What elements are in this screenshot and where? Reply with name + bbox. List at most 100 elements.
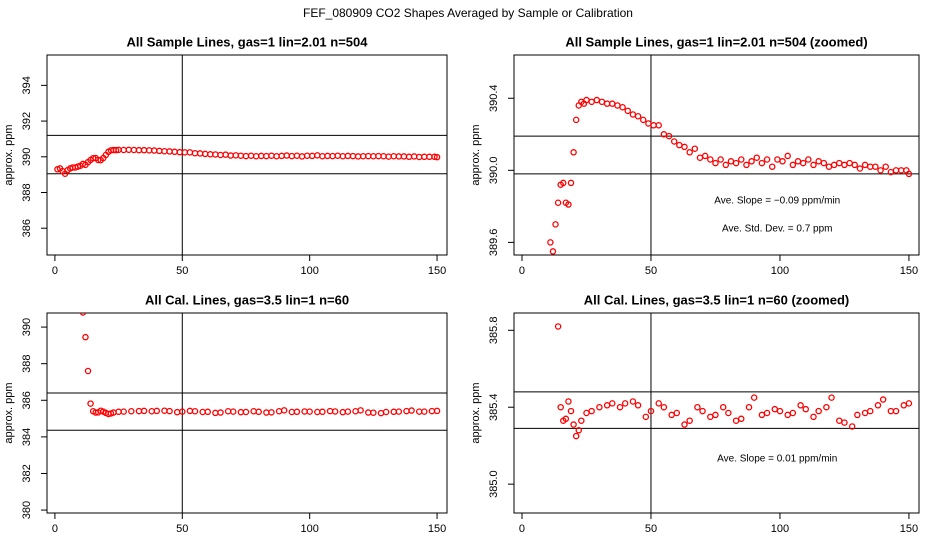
data-point bbox=[84, 367, 92, 375]
x-tick-label: 0 bbox=[519, 523, 525, 535]
data-point bbox=[789, 161, 797, 169]
data-point bbox=[588, 98, 595, 106]
data-point bbox=[848, 423, 856, 430]
data-point bbox=[319, 408, 326, 416]
x-tick-label: 100 bbox=[300, 523, 318, 535]
data-point bbox=[400, 153, 408, 160]
data-point bbox=[128, 408, 135, 415]
data-point bbox=[326, 407, 334, 415]
data-point bbox=[135, 407, 143, 415]
data-point bbox=[222, 151, 229, 158]
data-point bbox=[201, 150, 209, 158]
data-point bbox=[681, 143, 688, 151]
data-point bbox=[173, 408, 181, 416]
data-point bbox=[275, 408, 283, 415]
data-point bbox=[130, 146, 138, 154]
y-axis-label: approx. ppm bbox=[3, 382, 15, 443]
data-point bbox=[403, 407, 410, 415]
data-point bbox=[603, 402, 611, 409]
data-point bbox=[314, 408, 321, 416]
data-point bbox=[879, 396, 887, 403]
data-point bbox=[905, 400, 913, 407]
data-point bbox=[191, 149, 199, 157]
data-point bbox=[87, 400, 94, 407]
data-point bbox=[212, 409, 219, 417]
data-point bbox=[212, 151, 219, 158]
data-point bbox=[242, 152, 250, 160]
data-point bbox=[892, 167, 900, 174]
data-point bbox=[758, 411, 766, 419]
data-point bbox=[395, 408, 403, 415]
y-tick-label: 382 bbox=[21, 464, 33, 482]
data-point bbox=[712, 159, 719, 167]
data-point bbox=[655, 400, 662, 407]
data-point bbox=[293, 408, 301, 416]
data-point bbox=[570, 149, 577, 156]
x-tick-label: 50 bbox=[645, 265, 657, 277]
data-point bbox=[314, 152, 321, 159]
data-point bbox=[557, 403, 564, 411]
y-tick-label: 386 bbox=[21, 391, 33, 409]
data-point bbox=[634, 113, 642, 120]
data-point bbox=[823, 403, 830, 411]
data-point bbox=[525, 285, 530, 290]
data-point bbox=[288, 408, 296, 416]
points bbox=[554, 323, 913, 440]
plot-frame bbox=[46, 54, 448, 256]
data-point bbox=[365, 409, 372, 416]
data-point bbox=[283, 152, 290, 159]
data-point bbox=[619, 104, 626, 111]
data-point bbox=[530, 339, 535, 344]
data-point bbox=[712, 411, 719, 419]
data-point bbox=[125, 146, 133, 154]
data-point bbox=[874, 402, 882, 409]
data-point bbox=[344, 152, 352, 160]
data-point bbox=[866, 163, 874, 170]
y-tick-label: 390 bbox=[21, 318, 33, 336]
data-point bbox=[204, 408, 212, 416]
data-point bbox=[298, 153, 306, 160]
data-point bbox=[334, 152, 341, 159]
data-point bbox=[537, 276, 542, 281]
data-point bbox=[616, 403, 624, 411]
data-point bbox=[547, 239, 554, 246]
data-point bbox=[805, 156, 812, 163]
data-point bbox=[642, 413, 650, 421]
data-point bbox=[112, 146, 120, 154]
data-point bbox=[655, 122, 662, 129]
data-point bbox=[365, 152, 372, 160]
data-point bbox=[789, 409, 797, 417]
data-point bbox=[522, 294, 527, 299]
data-point bbox=[560, 179, 567, 187]
data-point bbox=[217, 151, 224, 159]
x-tick-label: 0 bbox=[52, 265, 58, 277]
data-point bbox=[799, 159, 807, 167]
data-point bbox=[701, 152, 709, 160]
data-point bbox=[252, 152, 260, 160]
data-point bbox=[554, 199, 562, 206]
panel-title: All Cal. Lines, gas=3.5 lin=1 n=60 bbox=[145, 292, 349, 307]
data-point bbox=[717, 156, 724, 163]
data-point bbox=[145, 147, 153, 154]
data-point bbox=[258, 152, 265, 160]
data-point bbox=[743, 161, 750, 169]
data-point bbox=[217, 409, 224, 416]
data-point bbox=[405, 153, 413, 161]
data-point bbox=[268, 409, 275, 416]
data-point bbox=[227, 152, 234, 159]
data-point bbox=[779, 158, 786, 165]
data-point bbox=[696, 154, 704, 161]
data-point bbox=[135, 146, 143, 154]
data-point bbox=[151, 147, 158, 154]
y-axis-label: approx. ppm bbox=[470, 382, 482, 443]
data-point bbox=[784, 411, 791, 419]
plot-frame bbox=[46, 312, 448, 514]
data-point bbox=[810, 413, 817, 421]
data-point bbox=[410, 153, 418, 160]
data-point bbox=[763, 156, 771, 163]
data-point bbox=[647, 407, 655, 415]
data-point bbox=[303, 152, 311, 159]
data-point bbox=[263, 152, 270, 160]
data-point bbox=[380, 152, 387, 160]
data-point bbox=[802, 405, 810, 413]
